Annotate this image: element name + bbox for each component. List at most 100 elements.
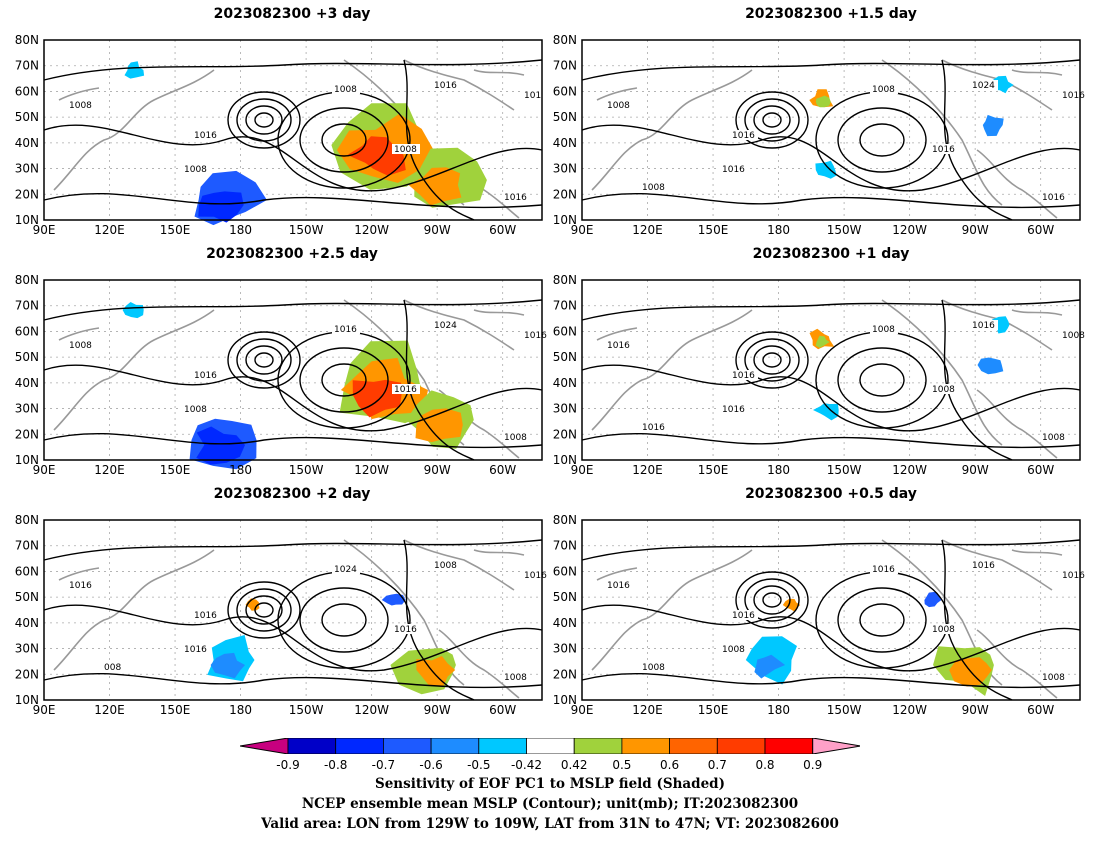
contour-label-bg [182, 644, 210, 654]
lon-tick-label: 150W [289, 463, 324, 477]
contour-label: 1016 [184, 645, 207, 655]
sens-shading-blue [977, 357, 1004, 375]
contour-label: 1016 [932, 145, 955, 155]
lat-tick-label: 10N [553, 693, 577, 707]
mslp-contour [581, 604, 1081, 672]
lon-tick-label: 180 [767, 463, 790, 477]
lat-tick-label: 50N [553, 590, 577, 604]
lon-tick-label: 120E [632, 463, 663, 477]
lat-tick-label: 60N [15, 324, 39, 338]
mslp-contour-high [815, 91, 949, 189]
panel-title-5: 2023082300 +2 day [213, 486, 371, 502]
colorbar-tick-label: -0.5 [467, 758, 491, 772]
lon-tick-label: 150E [698, 223, 729, 237]
coastline [881, 299, 1003, 446]
contour-label: 1016 [334, 325, 357, 335]
lat-tick-label: 50N [15, 110, 39, 124]
colorbar: -0.9 -0.8 -0.7 -0.6 -0.5 -0.42 0.42 0.5 0.6 0.7 0.… [239, 737, 861, 774]
mslp-contour [43, 432, 543, 449]
contour-label: 1008 [394, 145, 417, 155]
caption-line-1: Sensitivity of EOF PC1 to MSLP field (Sh… [374, 776, 726, 792]
contour-label-bg [432, 560, 460, 570]
lon-tick-label: 90W [424, 703, 451, 717]
contour-label-bg [1060, 570, 1088, 580]
map-panels: 1008 1016 1008 1008 1016 1008 1016 101 80N 70N 60N… [14, 33, 1088, 717]
mslp-contour-high [321, 363, 367, 397]
mslp-contour [581, 124, 1081, 192]
colorbar-segment [716, 737, 766, 755]
contour-label: 008 [104, 663, 121, 673]
colorbar-tick-label: -0.6 [419, 758, 443, 772]
coastline [58, 87, 100, 101]
contour-label: 1008 [932, 625, 955, 635]
mslp-contour [43, 124, 543, 192]
sens-shading-blue [982, 114, 1004, 137]
colorbar-tick-label: -0.8 [323, 758, 348, 772]
contour-label-bg [182, 404, 210, 414]
lat-tick-label: 60N [15, 564, 39, 578]
map-background [44, 520, 542, 700]
colorbar-segment [478, 737, 527, 755]
contour-label: 1024 [972, 81, 995, 91]
contour-label: 1008 [932, 385, 955, 395]
lon-tick-label: 90E [571, 223, 594, 237]
lat-tick-label: 80N [15, 273, 39, 287]
lon-tick-label: 60W [489, 703, 516, 717]
contour-label: 1008 [722, 645, 745, 655]
mslp-contour [581, 539, 1081, 561]
contour-label: 1008 [642, 183, 665, 193]
lat-tick-label: 40N [15, 616, 39, 630]
mslp-contour-high [299, 347, 389, 413]
contour-label-bg [720, 644, 748, 654]
lon-tick-label: 120W [354, 703, 389, 717]
contour-label-bg [392, 384, 420, 394]
mslp-contour [581, 59, 1081, 81]
mslp-contour-high [815, 331, 949, 429]
contour-label: 1016 [732, 131, 755, 141]
lat-tick-label: 20N [553, 427, 577, 441]
coastline [976, 149, 1058, 219]
colorbar-left-arrow [239, 737, 289, 755]
mslp-contour-high [837, 347, 927, 413]
lat-tick-label: 10N [15, 693, 39, 707]
map-panel-5: 1016 1016 1016 1024 1008 1016 1008 1016 008 80N 70… [15, 513, 550, 717]
colorbar-tick-label: -0.42 [510, 758, 543, 772]
mslp-contour [43, 672, 543, 689]
mslp-contour-low [245, 105, 283, 135]
lon-tick-label: 120W [892, 703, 927, 717]
contour-label: 1008 [69, 341, 92, 351]
map-background [582, 520, 1080, 700]
panel-title-6: 2023082300 +0.5 day [745, 486, 917, 502]
contour-label: 1008 [1042, 433, 1065, 443]
lon-tick-label: 150W [289, 223, 324, 237]
mslp-contour [581, 432, 1081, 449]
mslp-contour-high [277, 331, 411, 429]
map-background [582, 40, 1080, 220]
coastline [596, 567, 638, 581]
lat-tick-label: 20N [15, 187, 39, 201]
lat-tick-label: 40N [553, 376, 577, 390]
map-frame [581, 279, 1081, 461]
mslp-contour-low [236, 588, 292, 632]
contour-label-bg [102, 662, 124, 672]
lon-tick-label: 120E [94, 703, 125, 717]
lon-tick-label: 90W [424, 463, 451, 477]
lon-tick-label: 60W [489, 463, 516, 477]
colorbar-segment [382, 737, 432, 755]
contour-label: 1016 [642, 423, 665, 433]
mslp-contour [581, 364, 1081, 432]
contour-label: 1016 [722, 165, 745, 175]
colorbar-segment [573, 737, 623, 755]
mslp-contour-high [837, 587, 927, 653]
colorbar-tick-label: 0.9 [803, 758, 823, 772]
lat-tick-label: 30N [553, 642, 577, 656]
contour-label-bg [870, 84, 898, 94]
lon-tick-label: 180 [767, 703, 790, 717]
sens-shading-blue [754, 654, 786, 679]
lat-tick-label: 60N [15, 84, 39, 98]
coastline [881, 59, 1003, 206]
contour-label-bg [870, 564, 898, 574]
contour-label-bg [67, 580, 95, 590]
contour-label-bg [605, 580, 633, 590]
contour-label-bg [192, 610, 220, 620]
